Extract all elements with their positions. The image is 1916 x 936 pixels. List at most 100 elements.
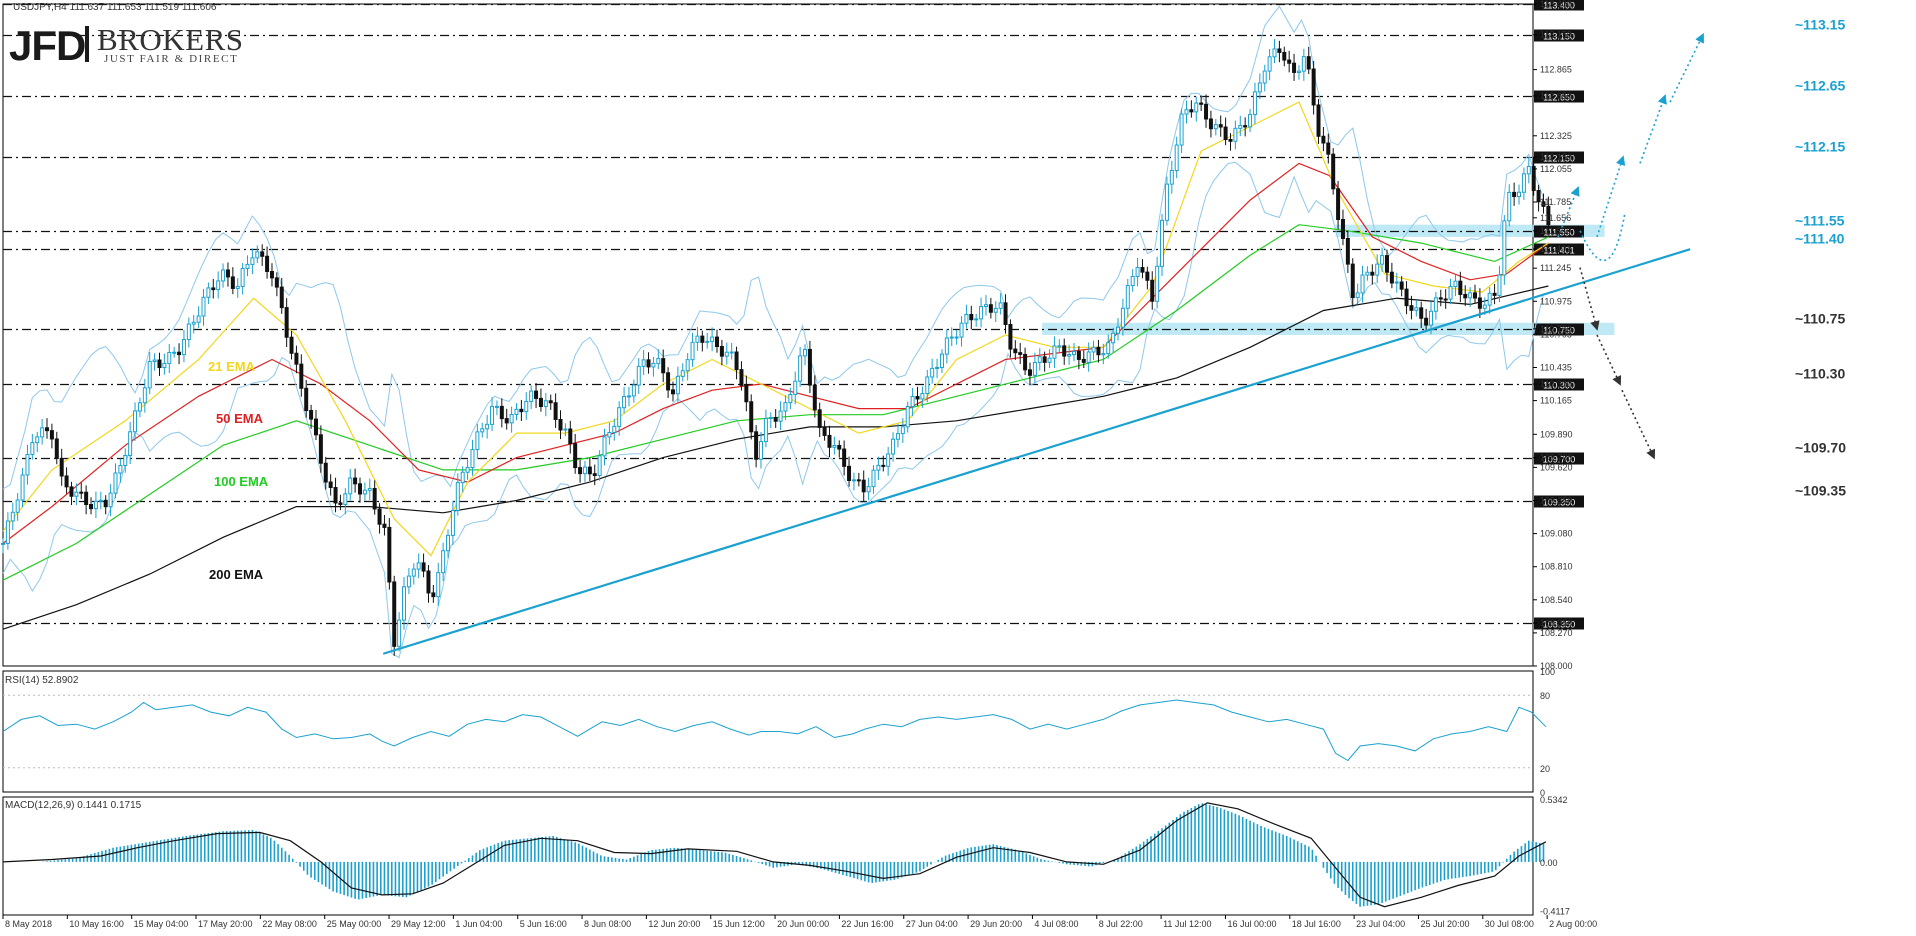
candle-body [1492,292,1497,296]
candle-body [617,407,622,427]
candle-body [1027,369,1032,376]
time-label-8: 5 Jun 16:00 [520,919,567,929]
symbol-info: USDJPY,H4 111.637 111.653 111.519 111.60… [13,2,217,13]
level-label-8: ~109.70 [1795,440,1846,456]
candle-body [1316,104,1321,137]
candle-body [837,444,842,450]
projection-arrow-6 [1621,389,1656,460]
level-label-2: ~112.65 [1795,78,1845,94]
candle-body [1458,280,1463,295]
candle-body [969,313,974,321]
candle-body [1071,351,1076,356]
candle-body [641,359,646,367]
candle-body [734,351,739,371]
candle-body [597,455,602,476]
candle-body [1355,292,1360,299]
candle-body [357,483,362,495]
candle-body [1252,91,1257,116]
candle-body [1448,286,1453,300]
candle-body [93,500,98,510]
candle-body [1468,292,1473,299]
candle-body [538,397,543,407]
candle-body [1223,126,1228,141]
candle-body [812,384,817,411]
candle-body [1282,51,1287,61]
candle-body [191,321,196,325]
time-label-3: 17 May 20:00 [198,919,253,929]
candle-body [817,409,822,428]
candle-body [1350,263,1355,299]
candle-body [162,362,167,369]
candle-body [1262,70,1267,84]
time-label-21: 23 Jul 04:00 [1356,919,1405,929]
candle-body [1360,274,1365,294]
candle-body [1160,219,1165,267]
candle-body [1502,220,1507,276]
candle-body [822,426,827,436]
price-label-1: 113.150 [1540,30,1572,40]
candle-body [343,493,348,505]
time-label-4: 22 May 08:00 [262,919,317,929]
candle-body [186,323,191,340]
candle-body [1497,274,1502,296]
candle-body [719,346,724,357]
candle-body [402,586,407,621]
candle-body [1326,142,1331,155]
candle-body [1023,353,1028,371]
candle-body [5,520,10,544]
rsi-tick-1: 80 [1540,691,1550,701]
candle-body [1384,255,1389,273]
sr-zone-1 [1042,322,1615,335]
candle-body [1340,218,1345,239]
level-tag-9: 109.350 [1543,498,1576,508]
candle-body [1164,183,1169,221]
candle-body [1321,135,1326,144]
candle-body [920,393,925,400]
candle-body [240,268,245,287]
candle-body [79,491,84,494]
candle-body [1517,191,1522,198]
candle-body [803,348,808,357]
price-label-18: 109.890 [1540,429,1573,439]
level-tag-1: 113.150 [1543,32,1575,42]
candle-body [1541,201,1546,207]
macd-tick-2: -0.4117 [1540,906,1570,916]
level-label-9: ~109.35 [1795,483,1846,499]
candle-body [1238,125,1243,129]
projection-arrow-3 [1669,32,1704,103]
candle-body [348,477,353,495]
candle-body [1257,82,1262,93]
candle-body [1292,62,1297,73]
level-tag-bg-7 [1534,378,1584,391]
candle-body [685,359,690,372]
candle-body [45,427,50,432]
candle-body [167,351,172,364]
candle-body [284,307,289,338]
candle-body [900,426,905,435]
candle-body [54,438,59,460]
price-label-9: 111.550 [1540,226,1571,236]
macd-signal-line [2,802,1547,908]
candle-body [318,434,323,464]
candle-body [490,405,495,425]
ema50-line [2,162,1549,544]
candle-body [543,400,548,407]
candle-body [763,418,768,443]
candle-body [1487,292,1492,306]
candle-body [299,363,304,389]
candle-body [1013,348,1018,354]
price-label-21: 109.350 [1540,496,1573,506]
level-tag-bg-4 [1534,225,1584,238]
candle-body [113,472,118,494]
candle-body [465,467,470,473]
candle-body [1047,357,1052,363]
projection-arrow-2 [1639,94,1667,164]
candle-body [421,562,426,572]
candle-body [265,255,270,272]
level-tag-7: 110.300 [1543,381,1575,391]
price-label-5: 112.150 [1540,152,1572,162]
candle-body [832,444,837,448]
candle-body [137,402,142,412]
